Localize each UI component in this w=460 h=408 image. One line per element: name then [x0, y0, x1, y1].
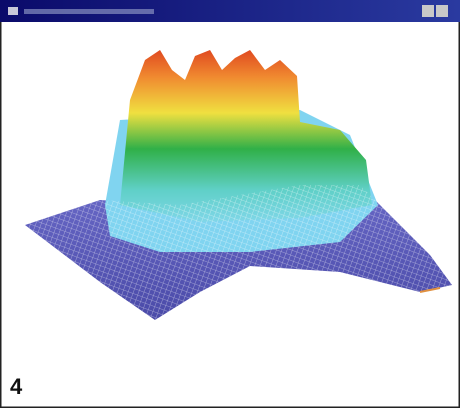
surface-mesh [25, 185, 452, 320]
window-icon [8, 7, 18, 15]
close-button[interactable] [436, 5, 448, 17]
surface-peaks [120, 50, 372, 222]
title-text-blur [24, 9, 154, 14]
figure-label: 4 [10, 374, 23, 399]
surface-plot [25, 50, 452, 320]
plot-marker [419, 287, 441, 293]
title-bar [0, 0, 460, 22]
minimize-button[interactable] [422, 5, 434, 17]
